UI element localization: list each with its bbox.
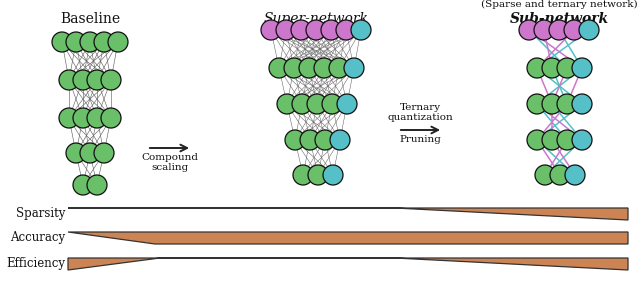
- Ellipse shape: [351, 20, 371, 40]
- Text: Sub-network: Sub-network: [509, 12, 609, 26]
- Ellipse shape: [108, 32, 128, 52]
- Text: Baseline: Baseline: [60, 12, 120, 26]
- Ellipse shape: [542, 94, 562, 114]
- Ellipse shape: [94, 143, 114, 163]
- Ellipse shape: [261, 20, 281, 40]
- Ellipse shape: [292, 94, 312, 114]
- Text: Ternary
quantization: Ternary quantization: [388, 103, 453, 122]
- Ellipse shape: [52, 32, 72, 52]
- Ellipse shape: [572, 58, 592, 78]
- Ellipse shape: [277, 94, 297, 114]
- Ellipse shape: [321, 20, 341, 40]
- Ellipse shape: [87, 70, 107, 90]
- Ellipse shape: [535, 165, 555, 185]
- Ellipse shape: [269, 58, 289, 78]
- Ellipse shape: [80, 32, 100, 52]
- Polygon shape: [68, 208, 628, 220]
- Ellipse shape: [519, 20, 539, 40]
- Text: Super-network: Super-network: [264, 12, 369, 26]
- Text: Accuracy: Accuracy: [10, 231, 65, 244]
- Ellipse shape: [527, 130, 547, 150]
- Ellipse shape: [564, 20, 584, 40]
- Polygon shape: [68, 232, 628, 244]
- Ellipse shape: [59, 108, 79, 128]
- Ellipse shape: [542, 130, 562, 150]
- Ellipse shape: [557, 94, 577, 114]
- Ellipse shape: [299, 58, 319, 78]
- Ellipse shape: [291, 20, 311, 40]
- Ellipse shape: [284, 58, 304, 78]
- Ellipse shape: [542, 58, 562, 78]
- Ellipse shape: [87, 175, 107, 195]
- Ellipse shape: [336, 20, 356, 40]
- Ellipse shape: [300, 130, 320, 150]
- Ellipse shape: [579, 20, 599, 40]
- Ellipse shape: [527, 58, 547, 78]
- Ellipse shape: [285, 130, 305, 150]
- Ellipse shape: [323, 165, 343, 185]
- Ellipse shape: [276, 20, 296, 40]
- Ellipse shape: [80, 143, 100, 163]
- Text: (Sparse and ternary network): (Sparse and ternary network): [481, 0, 637, 9]
- Ellipse shape: [565, 165, 585, 185]
- Polygon shape: [68, 258, 628, 270]
- Ellipse shape: [557, 58, 577, 78]
- Ellipse shape: [66, 32, 86, 52]
- Text: Compound
scaling: Compound scaling: [141, 153, 198, 172]
- Ellipse shape: [572, 94, 592, 114]
- Ellipse shape: [66, 143, 86, 163]
- Ellipse shape: [534, 20, 554, 40]
- Ellipse shape: [330, 130, 350, 150]
- Ellipse shape: [344, 58, 364, 78]
- Ellipse shape: [73, 108, 93, 128]
- Ellipse shape: [87, 108, 107, 128]
- Ellipse shape: [94, 32, 114, 52]
- Ellipse shape: [550, 165, 570, 185]
- Ellipse shape: [329, 58, 349, 78]
- Text: Efficiency: Efficiency: [6, 258, 65, 271]
- Ellipse shape: [308, 165, 328, 185]
- Ellipse shape: [322, 94, 342, 114]
- Ellipse shape: [293, 165, 313, 185]
- Text: Pruning: Pruning: [399, 135, 442, 144]
- Ellipse shape: [59, 70, 79, 90]
- Text: Sparsity: Sparsity: [15, 208, 65, 220]
- Ellipse shape: [307, 94, 327, 114]
- Ellipse shape: [549, 20, 569, 40]
- Ellipse shape: [315, 130, 335, 150]
- Ellipse shape: [73, 175, 93, 195]
- Ellipse shape: [527, 94, 547, 114]
- Ellipse shape: [337, 94, 357, 114]
- Ellipse shape: [306, 20, 326, 40]
- Ellipse shape: [557, 130, 577, 150]
- Ellipse shape: [314, 58, 334, 78]
- Ellipse shape: [73, 70, 93, 90]
- Ellipse shape: [101, 108, 121, 128]
- Ellipse shape: [101, 70, 121, 90]
- Ellipse shape: [572, 130, 592, 150]
